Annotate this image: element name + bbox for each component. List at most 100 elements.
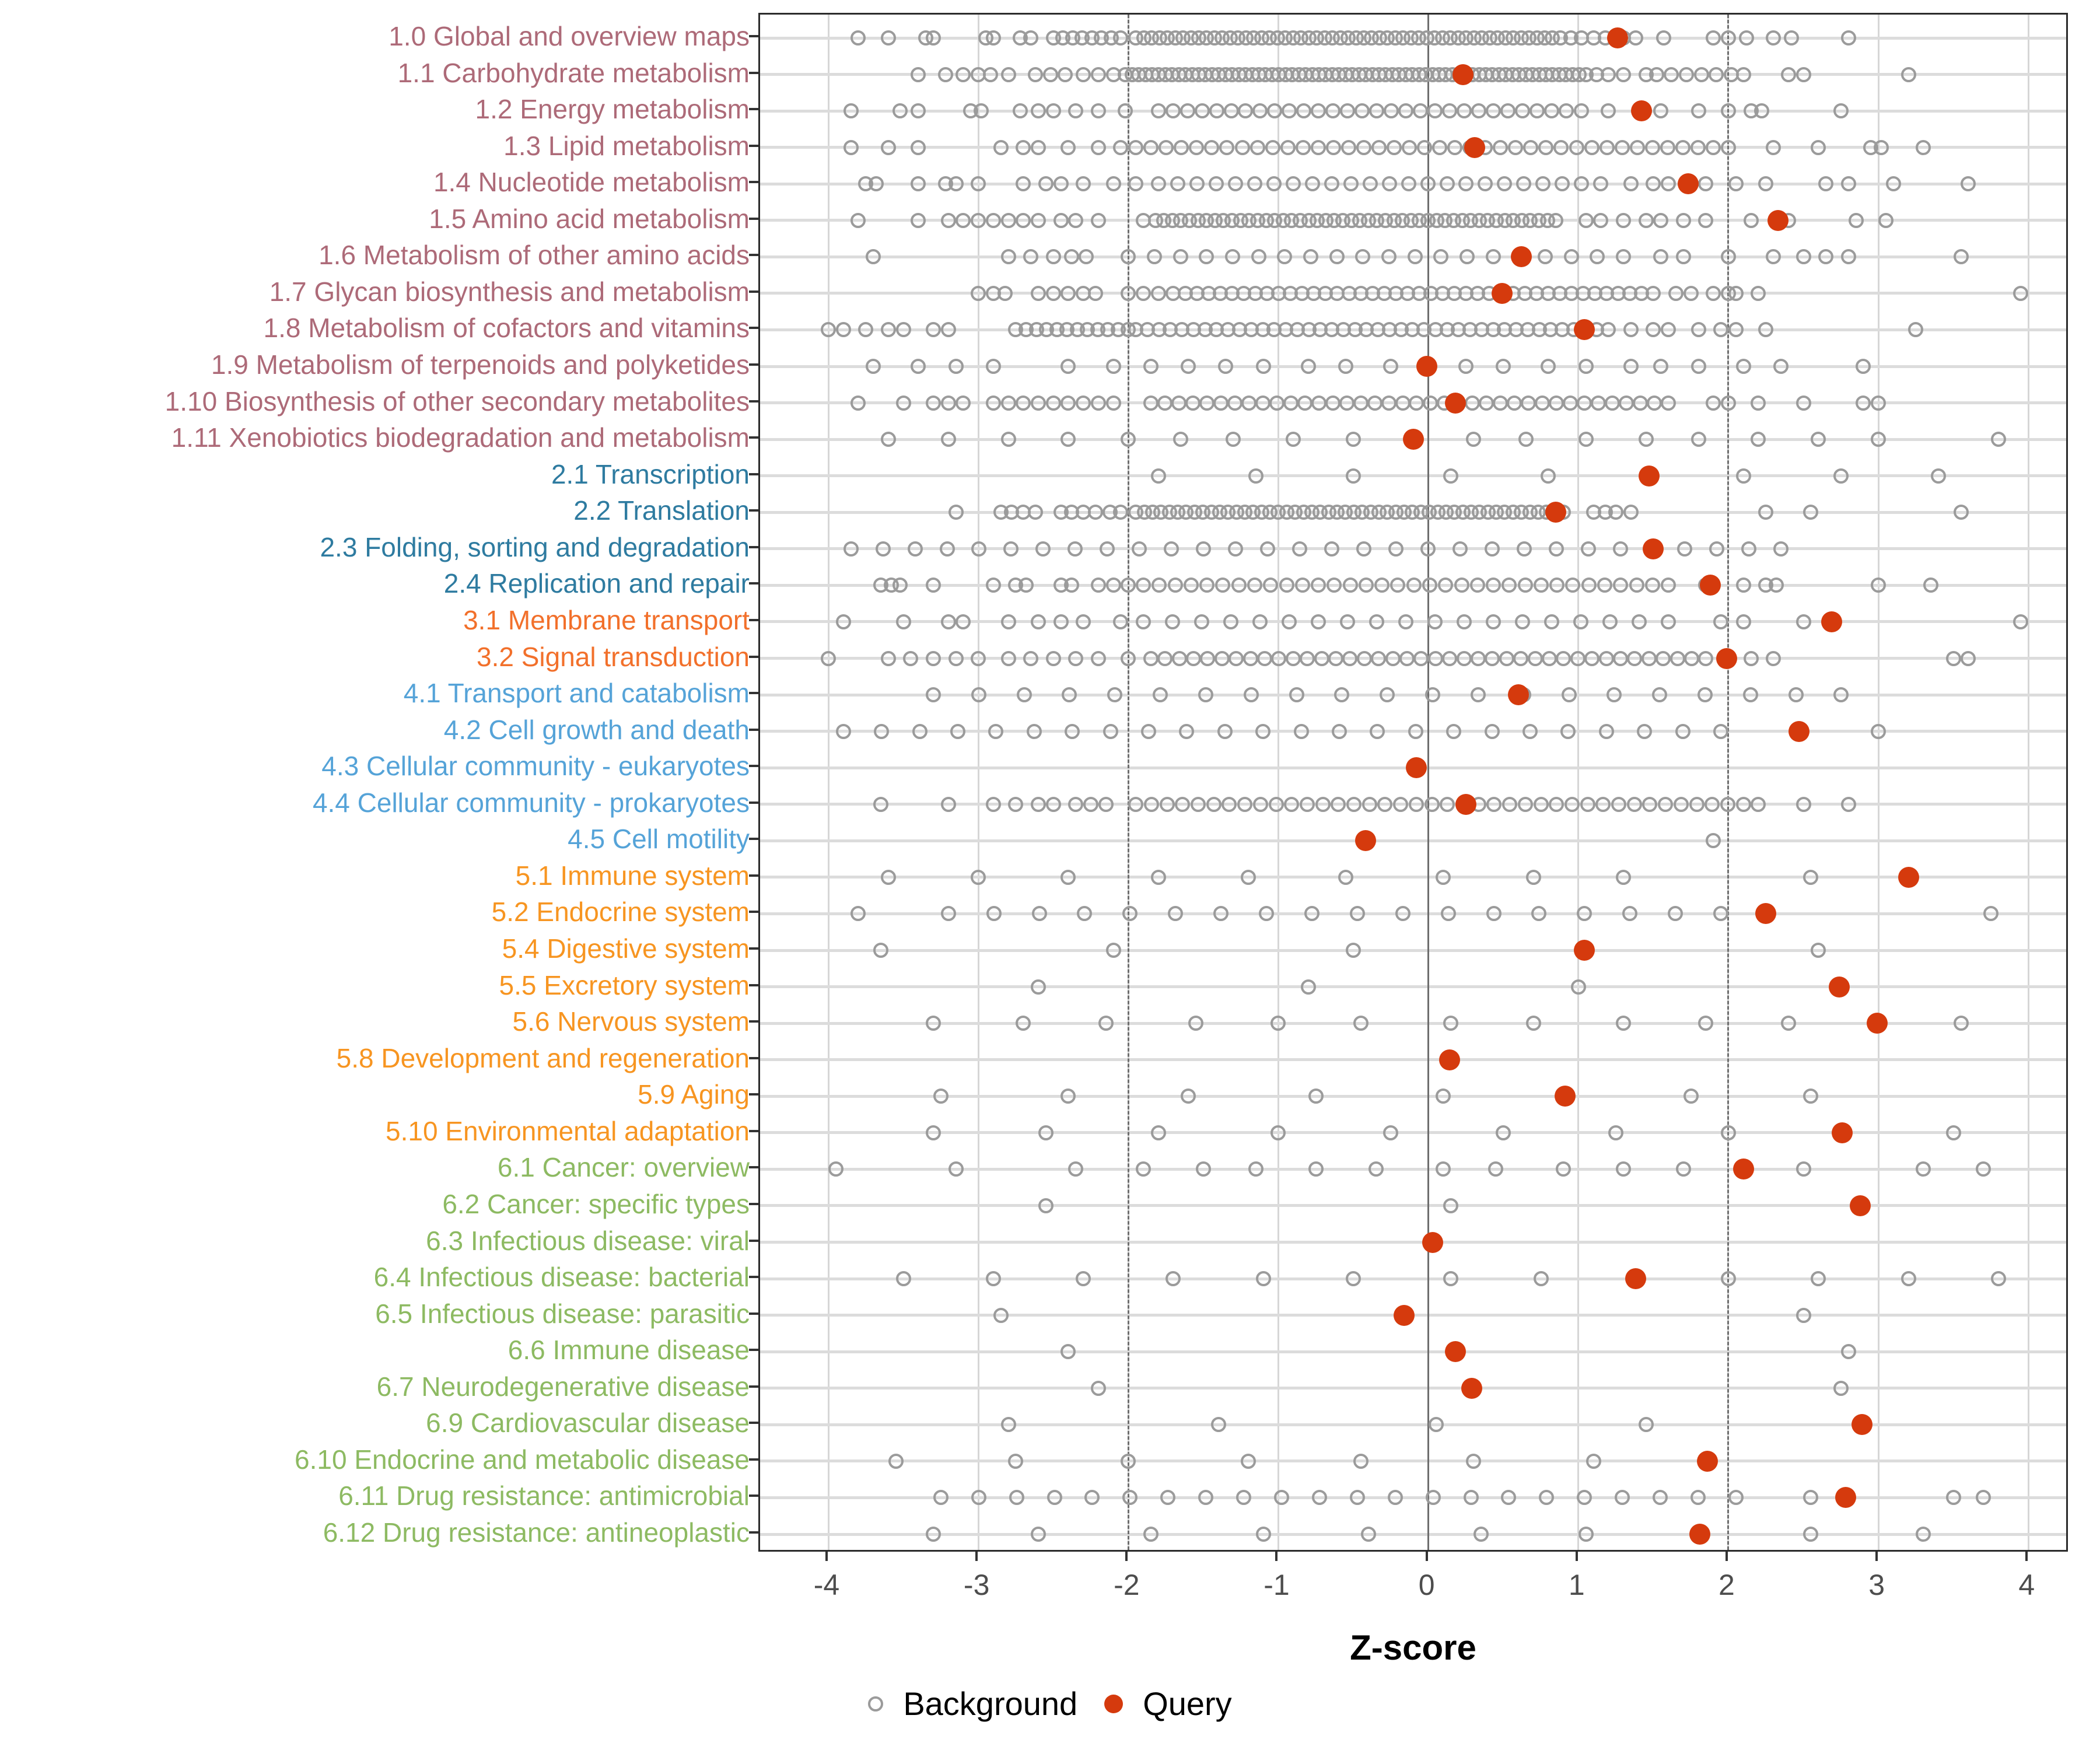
background-point bbox=[1296, 103, 1312, 119]
background-point bbox=[895, 614, 911, 629]
background-point bbox=[1031, 395, 1046, 411]
background-point bbox=[1720, 796, 1735, 812]
background-point bbox=[1484, 723, 1500, 739]
background-point bbox=[1384, 103, 1399, 119]
background-point bbox=[1569, 139, 1584, 155]
background-point bbox=[1157, 650, 1173, 666]
query-point bbox=[1716, 648, 1738, 669]
background-point bbox=[1371, 139, 1387, 155]
background-point bbox=[1300, 359, 1316, 374]
background-point bbox=[1227, 395, 1242, 411]
background-point bbox=[1608, 1125, 1624, 1140]
background-point bbox=[1457, 614, 1472, 629]
x-axis-tick-label: 1 bbox=[1568, 1569, 1585, 1601]
background-point bbox=[1016, 687, 1032, 703]
background-point bbox=[1458, 176, 1474, 192]
background-point bbox=[1533, 796, 1549, 812]
background-point bbox=[1209, 103, 1224, 119]
y-axis-tick bbox=[749, 692, 758, 695]
background-point bbox=[2013, 285, 2029, 301]
background-point bbox=[1153, 687, 1168, 703]
x-axis-tick-label: 0 bbox=[1418, 1569, 1435, 1601]
background-point bbox=[1222, 796, 1237, 812]
background-point bbox=[1428, 1417, 1444, 1433]
background-point bbox=[1420, 176, 1436, 192]
background-point bbox=[1570, 650, 1586, 666]
background-point bbox=[1486, 614, 1502, 629]
background-point bbox=[1076, 176, 1091, 192]
background-point bbox=[1121, 1453, 1136, 1469]
background-point bbox=[1325, 139, 1341, 155]
y-axis-tick bbox=[749, 1349, 758, 1352]
query-point bbox=[1689, 1524, 1711, 1545]
background-point bbox=[1555, 176, 1570, 192]
background-point bbox=[1009, 1490, 1024, 1506]
background-point bbox=[1189, 176, 1205, 192]
background-point bbox=[1223, 614, 1239, 629]
background-point bbox=[1693, 66, 1709, 82]
query-point bbox=[1507, 684, 1529, 706]
query-point bbox=[1444, 1341, 1466, 1363]
background-point bbox=[1198, 687, 1213, 703]
background-point bbox=[1664, 66, 1679, 82]
background-point bbox=[880, 869, 896, 885]
background-point bbox=[1107, 687, 1123, 703]
background-point bbox=[1152, 578, 1167, 593]
background-point bbox=[1219, 139, 1235, 155]
background-point bbox=[1136, 212, 1152, 228]
background-point bbox=[1684, 650, 1699, 666]
background-point bbox=[1136, 1161, 1152, 1177]
background-point bbox=[1709, 541, 1724, 556]
background-point bbox=[1653, 1490, 1668, 1506]
background-point bbox=[1675, 723, 1690, 739]
y-axis-label: 5.5 Excretory system bbox=[499, 970, 750, 1000]
background-point bbox=[1170, 176, 1185, 192]
background-point bbox=[1425, 1490, 1441, 1506]
background-point bbox=[948, 1161, 964, 1177]
background-point bbox=[1098, 1016, 1114, 1031]
background-point bbox=[1611, 796, 1627, 812]
background-point bbox=[1561, 687, 1577, 703]
background-point bbox=[1045, 285, 1061, 301]
background-point bbox=[1533, 578, 1549, 593]
y-axis-label: 6.6 Immune disease bbox=[508, 1335, 750, 1366]
background-point bbox=[1136, 614, 1152, 629]
background-point bbox=[1016, 395, 1031, 411]
background-point bbox=[1653, 359, 1669, 374]
background-point bbox=[821, 322, 836, 338]
background-point bbox=[1563, 249, 1579, 265]
background-point bbox=[1285, 650, 1301, 666]
background-point bbox=[1549, 395, 1564, 411]
background-point bbox=[1803, 505, 1819, 520]
background-point bbox=[1705, 139, 1721, 155]
row-gridline bbox=[760, 1350, 2066, 1353]
background-point bbox=[1218, 359, 1234, 374]
background-point bbox=[1728, 285, 1744, 301]
background-point bbox=[1304, 906, 1320, 922]
background-point bbox=[1704, 796, 1720, 812]
background-point bbox=[1183, 578, 1199, 593]
background-point bbox=[1362, 796, 1377, 812]
y-axis-label: 2.2 Translation bbox=[573, 495, 750, 526]
x-axis-tick bbox=[1875, 1552, 1878, 1561]
background-point bbox=[1803, 1527, 1819, 1542]
background-point bbox=[895, 395, 911, 411]
background-point bbox=[1766, 249, 1782, 265]
gridline-x-4 bbox=[2027, 15, 2029, 1550]
gridline-x--1 bbox=[1277, 15, 1279, 1550]
background-point bbox=[1340, 103, 1356, 119]
background-point bbox=[1087, 505, 1103, 520]
background-point bbox=[1690, 432, 1706, 447]
background-point bbox=[1157, 395, 1172, 411]
background-point bbox=[850, 906, 866, 922]
background-point bbox=[1204, 139, 1220, 155]
background-point bbox=[971, 541, 987, 556]
background-point bbox=[1023, 249, 1039, 265]
background-point bbox=[1268, 796, 1284, 812]
background-point bbox=[1198, 1490, 1214, 1506]
y-axis-tick bbox=[749, 1458, 758, 1461]
background-point bbox=[1174, 139, 1189, 155]
background-point bbox=[1637, 723, 1653, 739]
background-point bbox=[1367, 395, 1382, 411]
